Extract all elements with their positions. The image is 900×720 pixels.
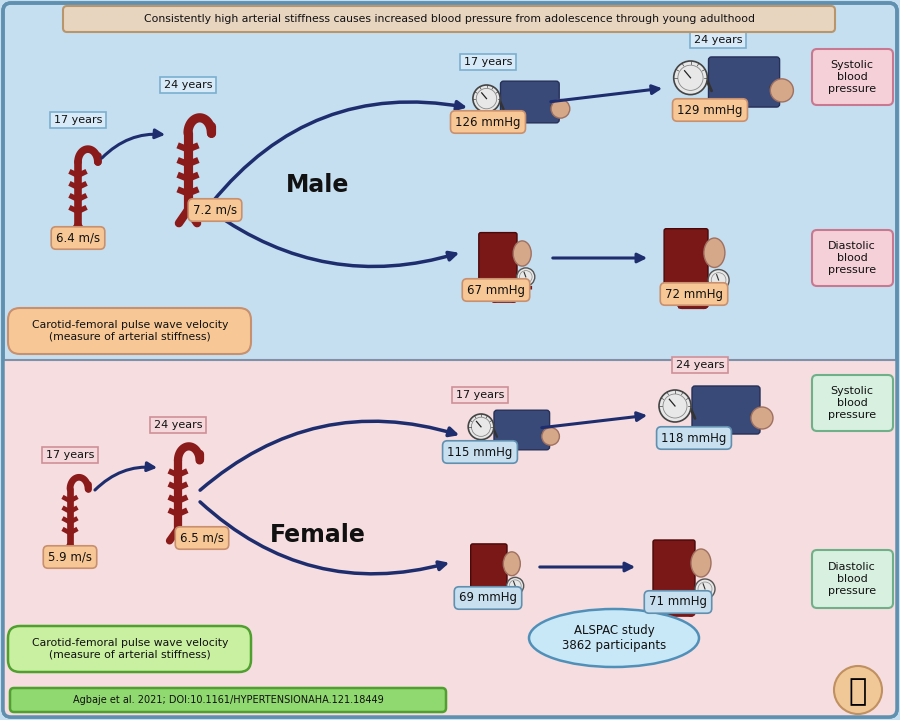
FancyBboxPatch shape <box>519 286 532 289</box>
Text: 69 mmHg: 69 mmHg <box>459 592 517 605</box>
Circle shape <box>472 85 500 112</box>
Circle shape <box>695 579 715 599</box>
FancyBboxPatch shape <box>812 550 893 608</box>
FancyBboxPatch shape <box>63 6 835 32</box>
FancyBboxPatch shape <box>678 302 706 308</box>
Circle shape <box>507 577 524 594</box>
FancyBboxPatch shape <box>482 603 505 609</box>
FancyBboxPatch shape <box>494 410 550 450</box>
Ellipse shape <box>513 241 531 266</box>
Text: Female: Female <box>270 523 366 547</box>
FancyBboxPatch shape <box>711 291 726 294</box>
Text: Diastolic
blood
pressure: Diastolic blood pressure <box>828 241 876 274</box>
FancyBboxPatch shape <box>664 229 708 287</box>
FancyBboxPatch shape <box>812 230 893 286</box>
Circle shape <box>834 666 882 714</box>
FancyBboxPatch shape <box>471 544 507 592</box>
Ellipse shape <box>529 609 699 667</box>
FancyBboxPatch shape <box>4 361 896 716</box>
Circle shape <box>659 390 691 422</box>
Text: 24 years: 24 years <box>676 360 724 370</box>
Circle shape <box>770 79 794 102</box>
Text: Carotid-femoral pulse wave velocity
(measure of arterial stiffness): Carotid-femoral pulse wave velocity (mea… <box>32 638 229 660</box>
Text: Agbaje et al. 2021; DOI:10.1161/HYPERTENSIONAHA.121.18449: Agbaje et al. 2021; DOI:10.1161/HYPERTEN… <box>73 695 383 705</box>
Text: Diastolic
blood
pressure: Diastolic blood pressure <box>828 562 876 595</box>
Circle shape <box>542 428 560 445</box>
Text: 7.2 m/s: 7.2 m/s <box>193 204 237 217</box>
Text: 129 mmHg: 129 mmHg <box>677 104 742 117</box>
Text: 17 years: 17 years <box>46 450 94 460</box>
Text: 17 years: 17 years <box>54 115 103 125</box>
Ellipse shape <box>503 552 520 576</box>
FancyBboxPatch shape <box>812 375 893 431</box>
Text: 67 mmHg: 67 mmHg <box>467 284 525 297</box>
FancyBboxPatch shape <box>653 540 695 596</box>
FancyBboxPatch shape <box>8 626 251 672</box>
Text: 5.9 m/s: 5.9 m/s <box>48 551 92 564</box>
Text: 71 mmHg: 71 mmHg <box>649 595 707 608</box>
Circle shape <box>708 269 729 291</box>
Ellipse shape <box>704 238 725 267</box>
Circle shape <box>751 407 773 429</box>
Text: Male: Male <box>286 173 350 197</box>
FancyBboxPatch shape <box>666 610 693 616</box>
Text: 17 years: 17 years <box>455 390 504 400</box>
Text: 24 years: 24 years <box>164 80 212 90</box>
Text: 🫀: 🫀 <box>849 678 867 706</box>
Circle shape <box>674 61 707 94</box>
Text: 6.5 m/s: 6.5 m/s <box>180 531 224 544</box>
FancyBboxPatch shape <box>698 599 712 603</box>
Text: 24 years: 24 years <box>154 420 202 430</box>
FancyBboxPatch shape <box>491 296 515 301</box>
Text: Systolic
blood
pressure: Systolic blood pressure <box>828 60 876 94</box>
Text: Systolic
blood
pressure: Systolic blood pressure <box>828 387 876 420</box>
FancyBboxPatch shape <box>812 49 893 105</box>
Circle shape <box>551 99 570 118</box>
FancyBboxPatch shape <box>692 386 760 434</box>
FancyBboxPatch shape <box>708 57 779 107</box>
FancyBboxPatch shape <box>479 233 517 284</box>
Text: 6.4 m/s: 6.4 m/s <box>56 232 100 245</box>
Text: 17 years: 17 years <box>464 57 512 67</box>
Text: 118 mmHg: 118 mmHg <box>662 431 726 444</box>
FancyBboxPatch shape <box>509 594 521 598</box>
FancyBboxPatch shape <box>10 688 446 712</box>
FancyBboxPatch shape <box>500 81 559 123</box>
FancyBboxPatch shape <box>3 3 897 717</box>
Text: 72 mmHg: 72 mmHg <box>665 287 723 300</box>
Ellipse shape <box>691 549 711 577</box>
Text: 24 years: 24 years <box>694 35 742 45</box>
Text: Consistently high arterial stiffness causes increased blood pressure from adoles: Consistently high arterial stiffness cau… <box>143 14 754 24</box>
Circle shape <box>468 414 494 440</box>
Circle shape <box>517 268 535 286</box>
FancyBboxPatch shape <box>8 308 251 354</box>
Text: 126 mmHg: 126 mmHg <box>455 115 521 128</box>
Text: ALSPAC study
3862 participants: ALSPAC study 3862 participants <box>562 624 666 652</box>
Text: 115 mmHg: 115 mmHg <box>447 446 513 459</box>
Text: Carotid-femoral pulse wave velocity
(measure of arterial stiffness): Carotid-femoral pulse wave velocity (mea… <box>32 320 229 342</box>
